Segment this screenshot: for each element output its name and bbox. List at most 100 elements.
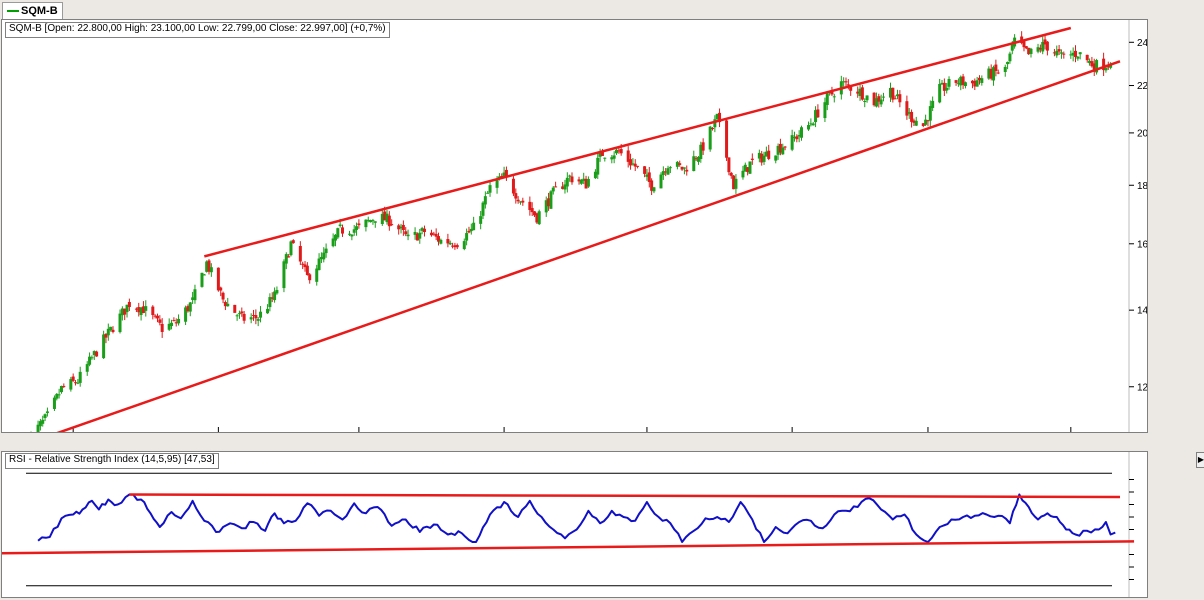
candle-up <box>193 289 197 301</box>
candle-up <box>1095 60 1099 73</box>
price-chart-panel[interactable]: 12.000,00 14.000,00 16.000,00 18.000,00 20.0… <box>1 19 1148 433</box>
candle-down <box>1027 47 1031 55</box>
rsi-chart-panel[interactable]: 102030405060708090 RSI - Relative Streng… <box>1 451 1148 598</box>
candle-down <box>223 302 227 307</box>
candle-up <box>336 228 340 238</box>
candle-up <box>865 95 869 101</box>
candle-up <box>364 219 368 228</box>
candle-down <box>626 150 630 162</box>
candle-up <box>184 307 188 322</box>
price-y-tick-label: 16.000,00 <box>1137 239 1147 250</box>
candle-up <box>472 222 476 231</box>
candle-up <box>823 102 827 119</box>
candle-up <box>596 157 600 175</box>
candle-down <box>891 87 895 100</box>
candle-up <box>1036 47 1040 52</box>
candle-up <box>92 351 96 356</box>
candle-down <box>844 81 848 83</box>
candle-down <box>242 313 246 321</box>
candle-up <box>881 96 885 98</box>
candle-up <box>36 424 40 432</box>
candle-down <box>240 311 244 314</box>
candle-up <box>106 328 110 336</box>
candle-down <box>155 315 159 319</box>
candle-down <box>1102 58 1106 71</box>
candle-up <box>781 147 785 155</box>
candle-up <box>980 78 984 83</box>
candle-down <box>783 146 787 148</box>
candle-down <box>694 158 698 160</box>
candle-up <box>612 155 616 159</box>
rsi-trendline-lower <box>2 540 1135 555</box>
candle-up <box>1088 60 1092 64</box>
candle-down <box>989 68 993 79</box>
candle-down <box>521 200 525 203</box>
candle-up <box>144 306 148 311</box>
candle-down <box>629 159 633 166</box>
candle-up <box>289 241 293 256</box>
candle-down <box>650 180 654 191</box>
candle-up <box>610 157 614 160</box>
candle-up <box>1078 52 1082 55</box>
candle-up <box>235 315 239 317</box>
candle-up <box>486 192 490 194</box>
candle-down <box>401 224 405 231</box>
candle-up <box>462 241 466 250</box>
candle-up <box>483 196 487 205</box>
candle-up <box>259 311 263 318</box>
candle-up <box>90 357 94 359</box>
candle-up <box>439 239 443 244</box>
candle-down <box>732 175 736 190</box>
candle-up <box>324 248 328 254</box>
candle-down <box>1062 53 1066 55</box>
candle-up <box>579 179 583 184</box>
rsi-chart-caption: RSI - Relative Strength Index (14,5,95) … <box>5 453 219 469</box>
candle-down <box>910 111 914 122</box>
candle-up <box>928 106 932 121</box>
candle-down <box>455 245 459 248</box>
candle-up <box>315 268 319 282</box>
candle-up <box>940 82 944 85</box>
price-y-tick-label: 14.000,00 <box>1137 306 1147 317</box>
candle-down <box>254 315 258 319</box>
candle-down <box>221 292 225 300</box>
candle-up <box>191 297 195 300</box>
candle-up <box>385 213 389 223</box>
candle-up <box>992 67 996 81</box>
candle-up <box>170 322 174 327</box>
candle-up <box>832 96 836 98</box>
candle-up <box>987 68 991 79</box>
candle-up <box>1006 61 1010 65</box>
candle-down <box>718 112 722 123</box>
candle-up <box>209 267 213 273</box>
candle-up <box>1071 52 1075 56</box>
candle-down <box>816 109 820 118</box>
candle-down <box>849 85 853 91</box>
candle-down <box>219 287 223 291</box>
candle-up <box>369 220 373 223</box>
candle-up <box>52 397 56 409</box>
panel-scroll-button[interactable]: ▶ <box>1196 452 1204 468</box>
candle-up <box>734 178 738 189</box>
candle-up <box>55 393 59 399</box>
candle-up <box>963 82 967 87</box>
candle-down <box>303 264 307 268</box>
candle-down <box>893 98 897 100</box>
candle-down <box>528 201 532 211</box>
candle-up <box>43 414 47 418</box>
candle-up <box>593 171 597 179</box>
candle-up <box>549 191 553 209</box>
candle-up <box>469 228 473 232</box>
candle-down <box>729 172 733 176</box>
candle-down <box>252 314 256 316</box>
candle-up <box>699 144 703 160</box>
candle-up <box>713 119 717 128</box>
candle-down <box>961 76 965 85</box>
symbol-tab[interactable]: SQM-B <box>2 2 63 19</box>
candle-up <box>448 242 452 245</box>
candle-down <box>856 91 860 94</box>
candle-down <box>153 315 157 317</box>
candle-down <box>898 94 902 103</box>
candle-up <box>797 135 801 137</box>
candle-up <box>1029 48 1033 54</box>
